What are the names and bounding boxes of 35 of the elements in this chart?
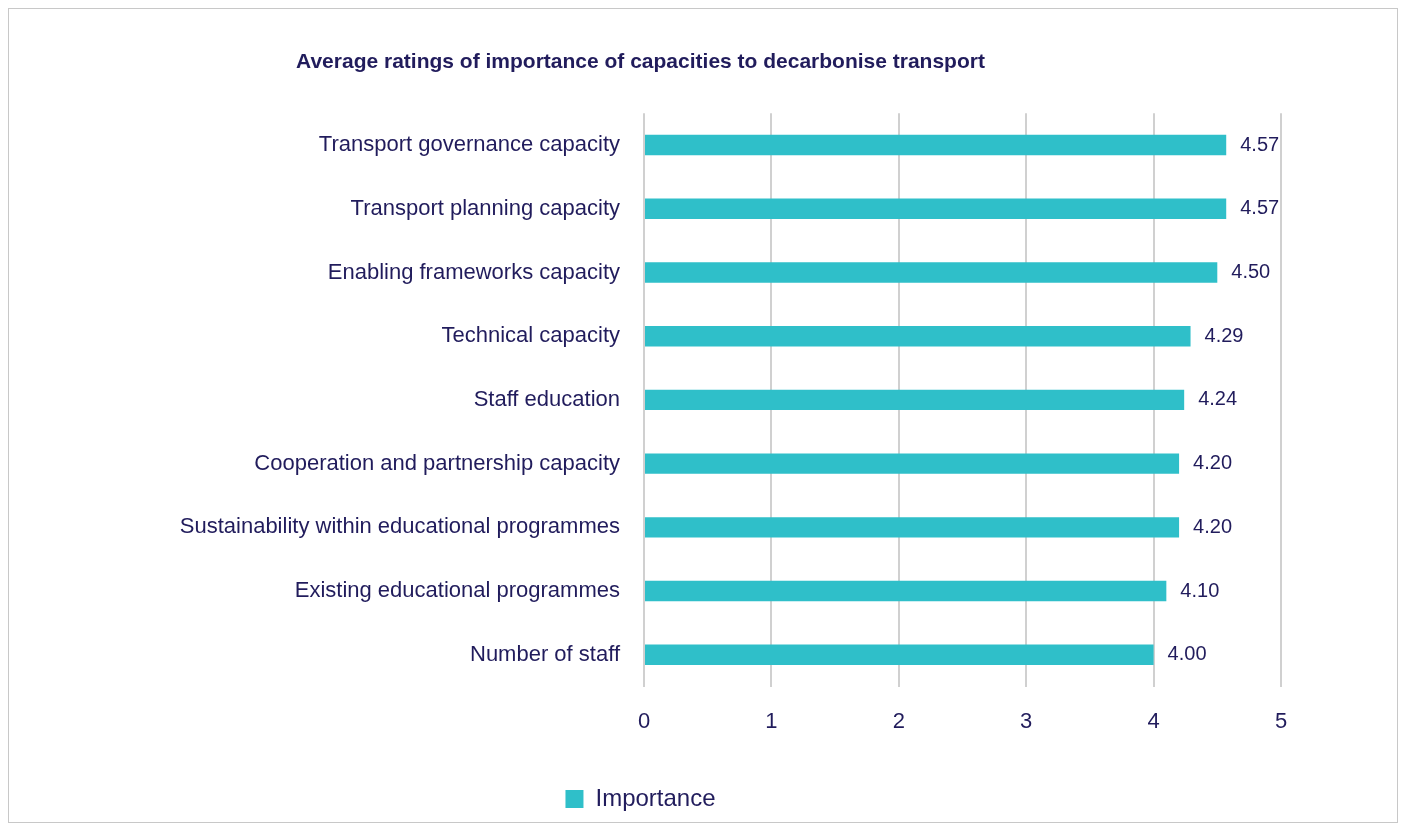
y-tick-label: Technical capacity — [441, 322, 620, 348]
data-label: 4.50 — [1231, 259, 1271, 282]
bar — [645, 198, 1227, 219]
x-tick-label: 4 — [1147, 707, 1160, 733]
chart-title: Average ratings of importance of capacities to decarbonise transport — [296, 49, 985, 73]
data-label: 4.00 — [1167, 642, 1207, 665]
y-tick-label: Transport governance capacity — [318, 131, 620, 157]
data-label: 4.10 — [1180, 578, 1220, 601]
data-label: 4.29 — [1204, 323, 1244, 346]
legend-label: Importance — [595, 783, 716, 811]
bar — [645, 517, 1180, 538]
bar — [645, 453, 1180, 474]
y-tick-label: Transport planning capacity — [350, 194, 620, 220]
data-label: 4.20 — [1193, 451, 1233, 474]
x-tick-label: 5 — [1274, 707, 1288, 733]
bar — [645, 644, 1154, 665]
bar — [645, 326, 1191, 347]
x-tick-label: 2 — [892, 707, 905, 733]
bar — [645, 134, 1227, 156]
x-tick-label: 3 — [1020, 707, 1033, 733]
bar — [645, 262, 1218, 283]
y-tick-label: Staff education — [473, 385, 620, 411]
bar — [645, 389, 1185, 411]
x-tick-label: 0 — [637, 707, 651, 733]
data-label: 4.57 — [1240, 196, 1280, 219]
data-label: 4.20 — [1193, 514, 1233, 537]
y-tick-label: Number of staff — [470, 640, 621, 666]
y-tick-label: Existing educational programmes — [294, 577, 620, 603]
data-label: 4.24 — [1198, 387, 1238, 410]
y-tick-label: Sustainability within educational programmes — [179, 513, 620, 539]
y-tick-label: Cooperation and partnership capacity — [254, 449, 620, 475]
y-tick-label: Enabling frameworks capacity — [327, 258, 620, 284]
x-tick-label: 1 — [765, 707, 778, 733]
data-label: 4.57 — [1240, 132, 1280, 155]
bar — [645, 580, 1167, 602]
